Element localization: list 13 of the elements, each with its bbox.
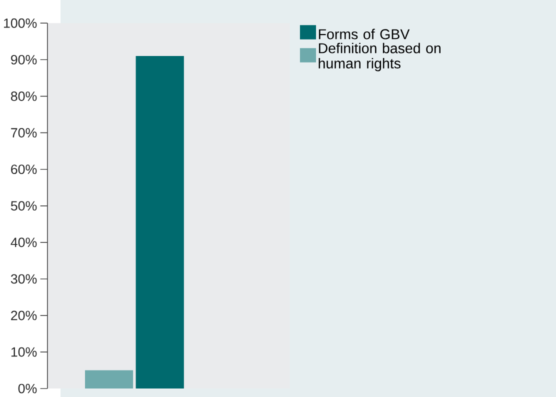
y-tick-label: 90%	[11, 54, 37, 64]
y-tick-label: 100%	[4, 18, 37, 28]
y-tick-label: 0%	[18, 384, 37, 394]
y-tick-label: 10%	[11, 347, 37, 357]
y-tick-label: 80%	[10, 91, 37, 101]
y-tick-label: 30%	[10, 274, 37, 284]
legend-label: Forms of GBV	[318, 28, 410, 40]
y-tick-label: 20%	[11, 310, 37, 320]
y-tick-label: 40%	[10, 237, 37, 247]
legend-label: Definition based on human rights	[318, 42, 440, 72]
y-tick-label: 60%	[11, 164, 37, 174]
y-tick-label: 50%	[10, 200, 37, 210]
y-tick-label: 70%	[11, 128, 37, 138]
